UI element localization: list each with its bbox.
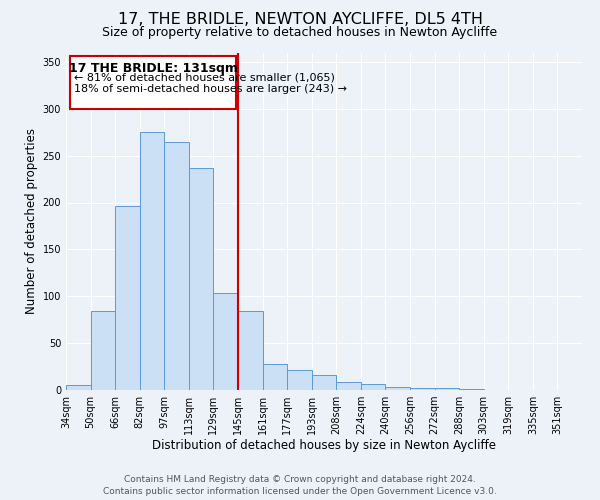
Text: ← 81% of detached houses are smaller (1,065): ← 81% of detached houses are smaller (1,… xyxy=(74,72,335,82)
X-axis label: Distribution of detached houses by size in Newton Aycliffe: Distribution of detached houses by size … xyxy=(152,438,496,452)
Text: 17, THE BRIDLE, NEWTON AYCLIFFE, DL5 4TH: 17, THE BRIDLE, NEWTON AYCLIFFE, DL5 4TH xyxy=(118,12,482,28)
Bar xyxy=(214,292,238,390)
Text: Contains HM Land Registry data © Crown copyright and database right 2024.
Contai: Contains HM Land Registry data © Crown c… xyxy=(103,474,497,496)
Bar xyxy=(238,311,263,390)
Bar xyxy=(91,311,115,390)
Bar xyxy=(434,388,459,390)
Bar xyxy=(164,142,189,390)
Bar xyxy=(410,388,434,390)
Bar xyxy=(459,389,484,390)
Text: 17 THE BRIDLE: 131sqm: 17 THE BRIDLE: 131sqm xyxy=(68,62,238,75)
Text: 18% of semi-detached houses are larger (243) →: 18% of semi-detached houses are larger (… xyxy=(74,84,347,94)
Text: Size of property relative to detached houses in Newton Aycliffe: Size of property relative to detached ho… xyxy=(103,26,497,39)
Bar xyxy=(140,132,164,390)
Bar xyxy=(70,56,236,109)
Bar xyxy=(115,206,140,390)
Bar xyxy=(287,370,312,390)
Y-axis label: Number of detached properties: Number of detached properties xyxy=(25,128,38,314)
Bar xyxy=(66,386,91,390)
Bar xyxy=(263,364,287,390)
Bar xyxy=(361,384,385,390)
Bar xyxy=(385,387,410,390)
Bar xyxy=(189,168,214,390)
Bar xyxy=(312,375,336,390)
Bar xyxy=(336,382,361,390)
